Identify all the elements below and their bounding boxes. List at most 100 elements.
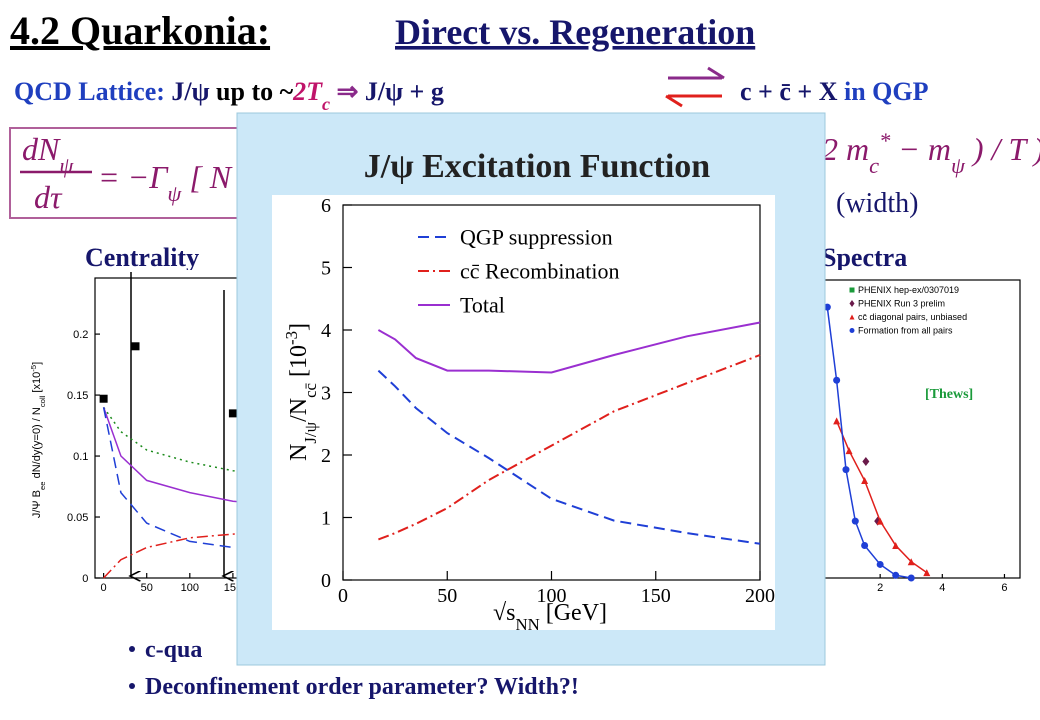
- slide-title: 4.2 Quarkonia:: [10, 8, 270, 53]
- equation-denominator: dτ: [34, 179, 63, 215]
- marker: [842, 466, 850, 474]
- marker: [849, 314, 855, 320]
- text-run: coll: [38, 395, 47, 407]
- text-run: ]: [31, 362, 43, 365]
- text-run: cc̄: [301, 383, 320, 398]
- marker: [892, 541, 900, 549]
- text-run: ψ: [59, 153, 74, 178]
- text-run: dN/dy(y=0) / N: [31, 407, 43, 481]
- marker: [862, 457, 870, 467]
- x-tick-label: 2: [877, 582, 883, 594]
- y-tick-label: 3: [321, 383, 331, 405]
- text-run: J/Ψ B: [31, 490, 43, 518]
- equation-right: 2 mc* − mψ ) / T ): [822, 128, 1040, 178]
- x-tick-label: 150: [641, 585, 671, 607]
- text-run: [x10: [31, 372, 43, 396]
- marker: [876, 517, 884, 525]
- width-note: (width): [836, 188, 918, 219]
- legend-label: PHENIX hep-ex/0307019: [858, 285, 959, 295]
- x-tick-label: 50: [141, 582, 153, 594]
- reaction-line: c + c̄ + X in QGP: [740, 77, 929, 106]
- legend-label: cc̄ Recombination: [460, 259, 619, 284]
- y-tick-label: 5: [321, 258, 331, 280]
- text-run: ]: [286, 323, 312, 331]
- marker: [833, 376, 841, 384]
- marker: [99, 394, 108, 403]
- marker: [131, 342, 140, 351]
- x-tick-label: 0: [101, 582, 107, 594]
- series-line: [377, 369, 761, 545]
- equation-numerator: dNψ: [22, 131, 74, 178]
- legend-label: PHENIX Run 3 prelim: [858, 299, 945, 309]
- legend-label: QGP suppression: [460, 225, 613, 250]
- marker: [861, 541, 869, 549]
- marker: [849, 328, 855, 333]
- text-run: J/ψ + g: [365, 77, 444, 106]
- y-tick-label: 6: [321, 195, 331, 217]
- text-run: J/ψ: [171, 77, 209, 106]
- text-run: [GeV]: [540, 600, 607, 626]
- plot-frame: [820, 279, 1021, 579]
- marker: [849, 300, 855, 307]
- text-run: N: [286, 444, 312, 461]
- bullet-text: Deconfinement order parameter? Width?!: [145, 674, 579, 700]
- marker: [845, 447, 853, 455]
- legend-label: Total: [460, 293, 505, 318]
- x-tick-label: 100: [537, 585, 567, 607]
- marker: [907, 558, 915, 566]
- marker: [823, 303, 831, 311]
- text-run: c + c̄ + X: [740, 77, 838, 106]
- credit: [Thews]: [925, 387, 973, 402]
- y-tick-label: 1: [321, 508, 331, 530]
- y-tick-label: 0.05: [67, 512, 88, 524]
- plot-frame: [94, 277, 250, 579]
- x-tick-label: 0: [338, 585, 348, 607]
- chart-title: J/ψ Excitation Function: [364, 148, 710, 185]
- equation-rhs: = −Γψ [ N: [98, 159, 233, 206]
- text-run: dN: [22, 131, 61, 167]
- y-tick-label: 4: [321, 320, 331, 342]
- text-run: NN: [515, 615, 539, 634]
- y-tick-label: 2: [321, 445, 331, 467]
- text-run: ψ: [167, 181, 182, 206]
- text-run: *: [879, 128, 891, 153]
- y-tick-label: 0.1: [73, 451, 88, 463]
- text-run: up to ~: [210, 77, 294, 106]
- text-run: [10: [286, 345, 312, 383]
- marker: [833, 417, 841, 425]
- reaction-arrows: [665, 66, 725, 108]
- y-axis-label: J/Ψ Bee dN/dy(y=0) / Ncoll [x10-5]: [29, 362, 47, 518]
- marker: [876, 560, 884, 568]
- text-run: ) / T ): [965, 131, 1040, 167]
- chart-bg: [272, 195, 775, 630]
- marker: [892, 571, 900, 579]
- bullet: [129, 683, 135, 689]
- text-run: 2 m: [822, 131, 869, 167]
- bullet-text: c-qua: [145, 637, 202, 663]
- marker: [861, 476, 869, 484]
- marker: [849, 287, 855, 293]
- y-tick-label: 0: [82, 573, 88, 585]
- right-plot-bg: [820, 270, 1022, 598]
- y-axis-label: NJ/ψ/Ncc̄ [10-3]: [282, 323, 320, 461]
- right-plot: 2 4 6 PHENIX hep-ex/0307019 PHENIX Run 3 pre…: [820, 279, 1021, 594]
- text-run: − m: [890, 131, 951, 167]
- legend-label: Formation from all pairs: [858, 326, 953, 336]
- x-tick-label: 100: [181, 582, 199, 594]
- bullet: [129, 646, 135, 652]
- x-axis-label: √sNN [GeV]: [493, 600, 607, 634]
- text-run: c: [869, 153, 879, 178]
- x-tick-label: 200: [745, 585, 775, 607]
- text-run: in QGP: [838, 77, 929, 106]
- text-run: ψ: [951, 153, 966, 178]
- marker: [907, 574, 915, 582]
- text-run: = −Γ: [98, 159, 169, 195]
- series-line: [377, 321, 761, 374]
- text-run: c: [322, 94, 330, 114]
- x-tick-label: 6: [1001, 582, 1007, 594]
- x-tick-label: 50: [437, 585, 457, 607]
- slide-subtitle: Direct vs. Regeneration: [395, 12, 755, 52]
- legend-label: cc̄ diagonal pairs, unbiased: [858, 312, 967, 322]
